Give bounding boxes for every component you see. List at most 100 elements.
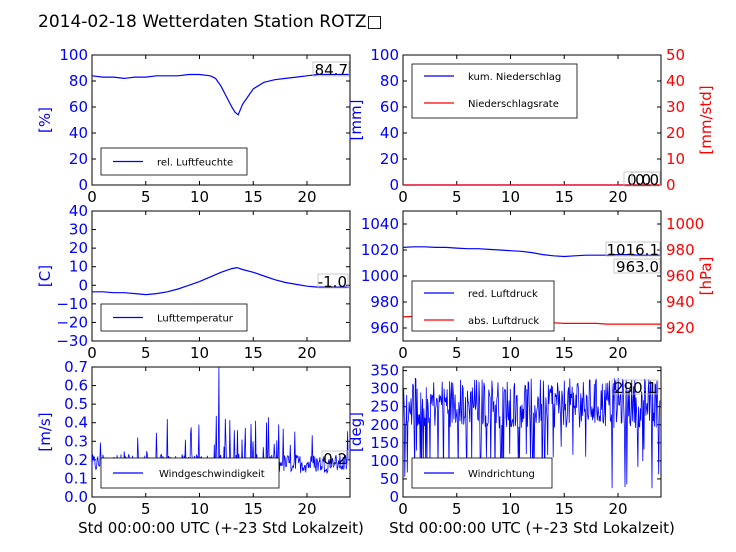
value-annotation: 963.0 (613, 258, 661, 276)
x-tick-label: 0 (87, 500, 97, 518)
legend: rel. Luftfeuchte (100, 147, 248, 176)
y-tick-label: 0 (78, 276, 88, 294)
series-line-0 (403, 246, 661, 258)
annotation-text: 0.0 (627, 171, 651, 189)
x-tick-label: 20 (297, 500, 316, 518)
y-axis-label-right: [mm/std] (697, 85, 715, 154)
x-axis-label: Std 00:00:00 UTC (+-23 Std Lokalzeit) (389, 519, 675, 537)
y-tick-label-right: 920 (666, 319, 695, 337)
y-tick-label: 20 (69, 239, 88, 257)
y-tick-label: 0 (389, 176, 399, 194)
y-tick-label: 250 (370, 398, 399, 416)
x-tick-label: 20 (608, 500, 627, 518)
y-tick-label-right: 1000 (666, 215, 704, 233)
y-tick-label: 80 (380, 72, 399, 90)
legend: kum. Niederschlag Niederschlagsrate (411, 63, 578, 119)
x-tick-label: 10 (501, 500, 520, 518)
y-tick-label-right: 960 (666, 267, 695, 285)
annotation-text: -1.0 (318, 273, 347, 291)
x-tick-label: 0 (398, 344, 408, 362)
value-annotation: 84.7 (312, 61, 350, 79)
annotation-text: 84.7 (315, 61, 348, 79)
panel-pressure: 0 5 10 15 20 960 980 1000 1020 1040 920 940 960 980 10… (361, 210, 715, 362)
y-tick-label-right: 50 (666, 46, 685, 64)
y-axis-label: [C] (36, 265, 54, 287)
y-tick-label: 200 (370, 416, 399, 434)
y-tick-label: −30 (56, 332, 88, 350)
y-tick-label: 1040 (361, 215, 399, 233)
y-tick-label: 0 (389, 488, 399, 506)
legend-label: Windgeschwindigkeit (159, 469, 265, 480)
y-tick-label: 60 (69, 98, 88, 116)
y-tick-label-right: 40 (666, 72, 685, 90)
legend-box (411, 63, 578, 119)
y-tick-label: 0.6 (64, 377, 88, 395)
figure-title: 2014-02-18 Wetterdaten Station ROTZ□ (38, 12, 383, 32)
series-line-0 (92, 266, 349, 296)
y-tick-label: 20 (69, 150, 88, 168)
y-tick-label-right: 20 (666, 124, 685, 142)
x-tick-label: 10 (190, 344, 209, 362)
x-tick-label: 15 (555, 500, 574, 518)
value-annotation: 290.1 (611, 379, 659, 397)
y-tick-label-right: 10 (666, 150, 685, 168)
y-tick-label: 30 (69, 221, 88, 239)
y-tick-label: 0.3 (64, 432, 88, 450)
legend-box (411, 280, 555, 332)
panel-humidity: 0 5 10 15 20 0 20 40 60 80 100 [%] rel. Luftfeuchte 8… (36, 46, 351, 206)
plot-area (92, 266, 349, 296)
plot-area (92, 73, 349, 116)
annotation-text: 290.1 (614, 379, 657, 397)
plot-area (403, 377, 661, 489)
y-tick-label-right: 940 (666, 293, 695, 311)
annotation-box (611, 379, 659, 395)
annotation-text: 0.2 (323, 450, 347, 468)
x-tick-label: 10 (190, 188, 209, 206)
y-tick-label: −10 (56, 295, 88, 313)
x-tick-label: 10 (501, 188, 520, 206)
x-tick-label: 5 (141, 188, 151, 206)
x-tick-label: 15 (244, 500, 263, 518)
y-tick-label: 0.1 (64, 469, 88, 487)
legend: red. Luftdruck abs. Luftdruck (411, 280, 555, 332)
panel-windspeed: 0 5 10 15 200.00.10.20.30.40.50.60.7[m/s]Std… (36, 358, 364, 537)
x-tick-label: 0 (87, 344, 97, 362)
value-annotation: 1016.1 (605, 241, 661, 259)
y-tick-label: 0.4 (64, 414, 88, 432)
y-tick-label: 980 (370, 293, 399, 311)
value-annotation: 0.2 (321, 450, 349, 468)
annotation-box (312, 61, 350, 77)
y-tick-label: 0 (78, 176, 88, 194)
x-tick-label: 15 (555, 344, 574, 362)
legend-label: red. Luftdruck (468, 289, 538, 300)
x-tick-label: 15 (555, 188, 574, 206)
series-line-noisy (403, 377, 661, 489)
legend: Windgeschwindigkeit (100, 457, 280, 489)
y-tick-label: 150 (370, 434, 399, 452)
y-axis-label: [deg] (347, 412, 365, 452)
x-tick-label: 10 (190, 500, 209, 518)
x-tick-label: 20 (297, 188, 316, 206)
y-tick-label: 40 (380, 124, 399, 142)
x-tick-label: 5 (452, 344, 462, 362)
y-tick-label: 10 (69, 258, 88, 276)
x-tick-label: 15 (244, 344, 263, 362)
y-tick-label: 40 (69, 124, 88, 142)
x-tick-label: 5 (452, 188, 462, 206)
x-tick-label: 0 (87, 188, 97, 206)
y-tick-label: −20 (56, 313, 88, 331)
x-tick-label: 0 (398, 188, 408, 206)
y-axis-label: [m/s] (36, 412, 54, 451)
x-tick-label: 15 (244, 188, 263, 206)
y-tick-label: 20 (380, 150, 399, 168)
y-tick-label: 100 (59, 46, 88, 64)
y-axis-label-right: [hPa] (697, 257, 715, 296)
y-tick-label: 40 (69, 202, 88, 220)
y-axis-label: [%] (36, 107, 54, 133)
y-tick-label: 960 (370, 319, 399, 337)
legend-label: Lufttemperatur (157, 314, 234, 325)
x-tick-label: 0 (398, 500, 408, 518)
y-tick-label: 50 (380, 470, 399, 488)
y-tick-label: 80 (69, 72, 88, 90)
